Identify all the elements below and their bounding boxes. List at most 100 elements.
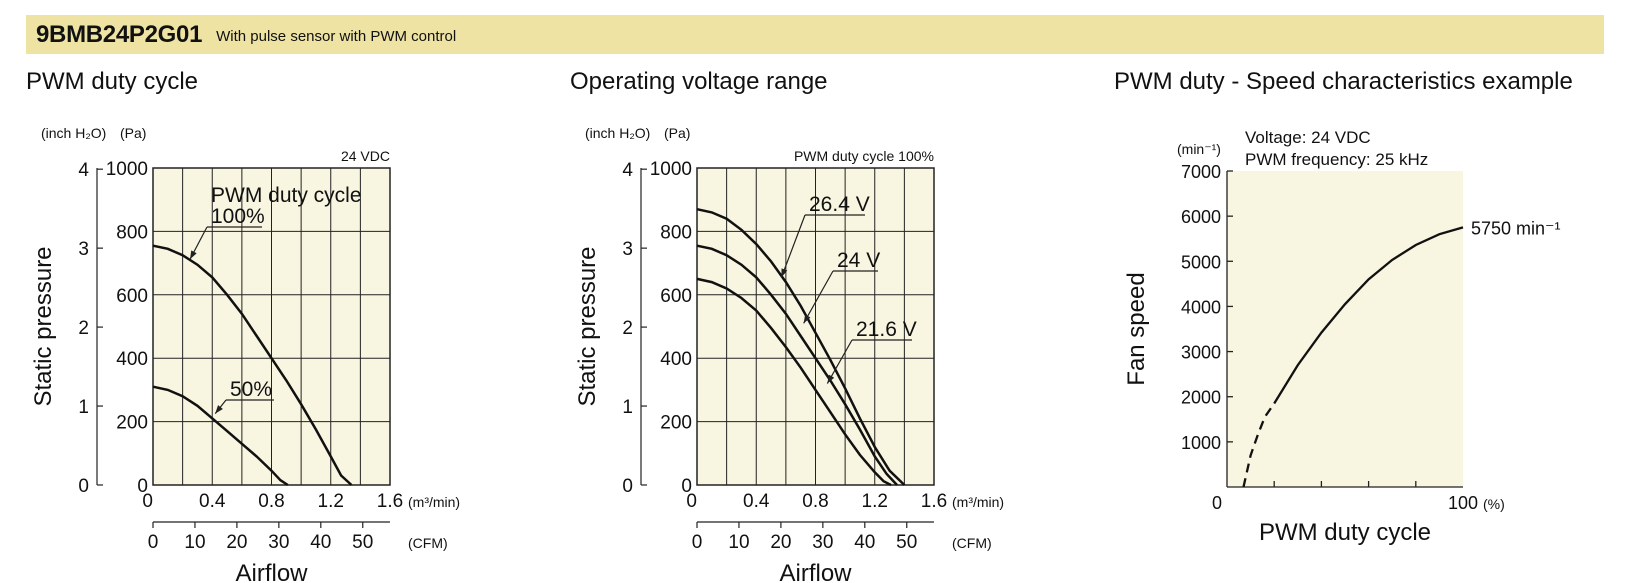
x2-unit-label: (CFM) [408, 535, 448, 551]
series-line-1 [696, 244, 898, 486]
y-tick-label: 200 [660, 413, 692, 434]
y2-tick-label: 3 [78, 239, 89, 260]
y-unit-label: (Pa) [120, 125, 146, 141]
x2-tick-label: 30 [812, 532, 833, 553]
y-unit-label: (Pa) [664, 125, 690, 141]
x-tick-label: 1.2 [862, 491, 888, 512]
leader-line [803, 270, 834, 324]
speed-curve [1273, 226, 1464, 405]
y-tick-label: 4000 [1181, 297, 1221, 317]
series-label: 21.6 V [856, 318, 917, 341]
end-value-label: 5750 min⁻¹ [1471, 218, 1561, 238]
y2-tick-label: 4 [622, 160, 633, 181]
series-line-2 [696, 277, 892, 487]
speed-curve-dashed [1242, 402, 1276, 488]
y2-unit-label: (inch H₂O) [41, 125, 106, 141]
y-axis-title: Fan speed [1123, 272, 1150, 385]
section-title-voltage-range: Operating voltage range [570, 68, 828, 95]
x-tick-label: 1.6 [377, 491, 403, 512]
x2-tick-label: 40 [854, 532, 875, 553]
speed-chart: 1000 2000 3000 4000 5000 6000 7000 0 100 (%) (min⁻… [1123, 128, 1561, 546]
y-axis-title: Static pressure [30, 246, 57, 406]
series-line-0 [152, 244, 353, 486]
y-tick-label: 200 [116, 413, 148, 434]
series-label: 50% [230, 378, 272, 401]
chart-note: 24 VDC [341, 148, 390, 164]
y2-tick-label: 1 [78, 397, 89, 418]
series-line-1 [152, 385, 289, 487]
y-unit-label: (min⁻¹) [1177, 141, 1221, 157]
y-tick-label: 600 [660, 286, 692, 307]
x2-tick-label: 40 [310, 532, 331, 553]
leader-arrowhead [781, 268, 788, 278]
x2-tick-label: 10 [184, 532, 205, 553]
model-number: 9BMB24P2G01 [36, 20, 203, 48]
x-tick-label: 0.4 [199, 491, 226, 512]
x2-tick-label: 0 [148, 532, 159, 553]
x-tick-label: 0.8 [802, 491, 828, 512]
x-tick-label: 0.4 [743, 491, 770, 512]
y-tick-label: 400 [116, 349, 148, 370]
y-tick-label: 0 [137, 476, 148, 497]
leader-arrowhead [215, 405, 223, 414]
x2-tick-label: 20 [226, 532, 247, 553]
y2-tick-label: 2 [622, 318, 633, 339]
y-tick-label: 800 [660, 222, 692, 243]
info-voltage: Voltage: 24 VDC [1245, 128, 1371, 147]
x-axis-title: PWM duty cycle [1259, 519, 1431, 546]
plot-area [1227, 171, 1463, 487]
section-title-pwm-duty: PWM duty cycle [26, 68, 199, 95]
leader-arrowhead [803, 314, 811, 324]
y-tick-label: 2000 [1181, 388, 1221, 408]
leader-arrowhead [190, 250, 197, 260]
y-tick-label: 600 [116, 286, 148, 307]
y-tick-label: 800 [116, 222, 148, 243]
y-tick-label: 1000 [106, 159, 148, 180]
y-axis-title: Static pressure [574, 246, 601, 406]
x-tick-label: 1.2 [318, 491, 344, 512]
series-label: 100% [211, 205, 265, 228]
legend-title: PWM duty cycle [211, 184, 362, 207]
x-tick-label: 0 [142, 491, 153, 512]
x2-tick-label: 10 [728, 532, 749, 553]
x2-unit-label: (CFM) [952, 535, 992, 551]
pq-chart-1: 0 200 400 600 800 1000 0 1 2 3 4 (inch H₂O) (Pa) 0 0.4… [30, 125, 460, 583]
section-title-speed-characteristics: PWM duty - Speed characteristics example [1114, 68, 1573, 95]
y2-tick-label: 3 [622, 239, 633, 260]
y-tick-label: 6000 [1181, 207, 1221, 227]
y-tick-label: 0 [681, 476, 692, 497]
x2-tick-label: 50 [896, 532, 917, 553]
series-label: 24 V [837, 249, 880, 272]
x-unit-label: (m³/min) [408, 494, 460, 510]
y2-tick-label: 4 [78, 160, 89, 181]
x-tick-label: 0 [686, 491, 697, 512]
x-unit-label: (%) [1483, 496, 1505, 512]
y-tick-label: 7000 [1181, 162, 1221, 182]
x-tick-label: 100 [1448, 493, 1478, 513]
model-description: With pulse sensor with PWM control [216, 28, 457, 45]
y2-tick-label: 2 [78, 318, 89, 339]
x2-tick-label: 50 [352, 532, 373, 553]
y-tick-label: 5000 [1181, 252, 1221, 272]
leader-line [780, 214, 806, 278]
x-unit-label: (m³/min) [952, 494, 1004, 510]
x2-tick-label: 30 [268, 532, 289, 553]
chart-note: PWM duty cycle 100% [794, 148, 934, 164]
x-axis-title: Airflow [235, 560, 308, 583]
series-label: 26.4 V [809, 193, 870, 216]
series-line-0 [696, 207, 906, 486]
y2-tick-label: 1 [622, 397, 633, 418]
x-tick-label: 0.8 [258, 491, 284, 512]
x-axis-title: Airflow [779, 560, 852, 583]
y-tick-label: 3000 [1181, 343, 1221, 363]
model-banner: 9BMB24P2G01 With pulse sensor with PWM c… [26, 15, 1604, 54]
y-tick-label: 400 [660, 349, 692, 370]
y2-tick-label: 0 [622, 476, 633, 497]
info-frequency: PWM frequency: 25 kHz [1245, 150, 1428, 169]
leader-arrowhead [827, 374, 835, 384]
x2-tick-label: 0 [692, 532, 703, 553]
x-tick-label: 0 [1212, 493, 1222, 513]
x-tick-label: 1.6 [921, 491, 947, 512]
